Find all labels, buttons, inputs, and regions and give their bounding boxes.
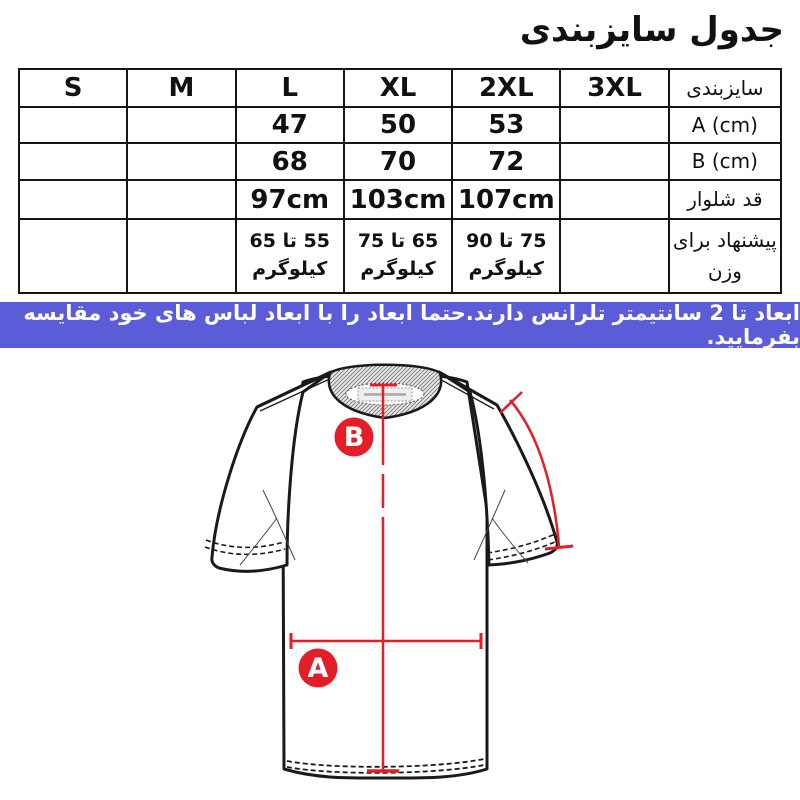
- cell-b-xl: 70: [342, 142, 454, 181]
- cell-b-m: [126, 142, 237, 181]
- sleeve-curve-bottom-tick: [544, 544, 574, 551]
- row-label: پیشنهاد برای وزن: [667, 218, 783, 294]
- column-header-sizing: سایزبندی: [667, 68, 783, 108]
- left-shoulder-seam: [256, 370, 332, 409]
- tolerance-notice-banner: ابعاد تا 2 سانتیمتر تلرانس دارند.حتما اب…: [0, 301, 800, 349]
- cell-a-xl: 50: [342, 106, 454, 144]
- cell-b-3xl: [559, 142, 670, 181]
- tshirt-svg: B A: [204, 363, 574, 780]
- column-header-s: S: [17, 68, 129, 108]
- right-shoulder-seam: [435, 376, 495, 410]
- row-label: A (cm): [667, 106, 783, 144]
- right-sleeve-stitch: [487, 540, 558, 561]
- right-shoulder-seam: [438, 370, 498, 407]
- cell-len-xl: 103cm: [342, 179, 454, 220]
- marker-a-circle: [298, 648, 338, 688]
- column-header-3xl: 3XL: [559, 68, 670, 108]
- left-sleeve: [210, 370, 333, 573]
- cell-wt-m: [126, 218, 237, 294]
- cell-len-l: 97cm: [234, 179, 345, 220]
- marker-b-label: B: [344, 422, 365, 453]
- measurement-annotations: [289, 383, 574, 773]
- cell-wt-l: 55 تا 65 کیلوگرم: [234, 218, 345, 294]
- cell-len-s: [17, 179, 129, 220]
- cell-wt-xl: 65 تا 75 کیلوگرم: [342, 218, 454, 294]
- right-sleeve-stitch: [486, 533, 556, 554]
- right-underarm-wrinkle: [473, 489, 506, 561]
- cell-wt-s: [17, 218, 129, 294]
- left-underarm-wrinkle: [262, 489, 296, 561]
- tshirt-measurement-diagram: B A: [0, 350, 800, 800]
- column-header-m: M: [126, 68, 237, 108]
- cell-len-2xl: 107cm: [451, 179, 562, 220]
- tolerance-notice-text: ابعاد تا 2 سانتیمتر تلرانس دارند.حتما اب…: [23, 301, 800, 349]
- row-label: قد شلوار: [667, 179, 783, 220]
- row-label: B (cm): [667, 142, 783, 181]
- table-header-row: سایزبندی 3XL 2XL XL L M S: [17, 68, 783, 108]
- right-sleeve: [437, 370, 559, 567]
- column-header-2xl: 2XL: [451, 68, 562, 108]
- left-shoulder-seam: [259, 376, 335, 412]
- cell-a-3xl: [559, 106, 670, 144]
- bottom-hem-stitch: [286, 758, 485, 768]
- table-row-weight-suggestion: پیشنهاد برای وزن 75 تا 90 کیلوگرم 65 تا …: [17, 218, 783, 294]
- marker-a-label: A: [308, 653, 329, 684]
- sleeve-curve-top-tick: [499, 391, 523, 414]
- cell-wt-2xl: 75 تا 90 کیلوگرم: [451, 218, 562, 294]
- cell-b-2xl: 72: [451, 142, 562, 181]
- cell-a-s: [17, 106, 129, 144]
- cell-a-2xl: 53: [451, 106, 562, 144]
- column-header-l: L: [234, 68, 345, 108]
- cell-len-3xl: [559, 179, 670, 220]
- left-sleeve-stitch: [204, 546, 286, 556]
- page-title: جدول سایزبندی: [519, 10, 784, 50]
- tshirt-body: [281, 371, 489, 780]
- cell-a-l: 47: [234, 106, 345, 144]
- cell-len-m: [126, 179, 237, 220]
- table-row-a-cm: A (cm) 53 50 47: [17, 106, 783, 144]
- cell-wt-3xl: [559, 218, 670, 294]
- left-underarm-wrinkle: [239, 517, 278, 566]
- table-row-b-cm: B (cm) 72 70 68: [17, 142, 783, 181]
- right-underarm-wrinkle: [491, 517, 529, 564]
- column-header-xl: XL: [342, 68, 454, 108]
- sleeve-measure-curve: [509, 399, 561, 547]
- cell-b-l: 68: [234, 142, 345, 181]
- cell-b-s: [17, 142, 129, 181]
- left-sleeve-stitch: [205, 539, 285, 549]
- cell-a-m: [126, 106, 237, 144]
- marker-b-circle: [334, 417, 374, 457]
- table-row-pants-length: قد شلوار 107cm 103cm 97cm: [17, 179, 783, 220]
- size-chart-table: سایزبندی 3XL 2XL XL L M S A (cm) 53 50 4…: [17, 68, 783, 294]
